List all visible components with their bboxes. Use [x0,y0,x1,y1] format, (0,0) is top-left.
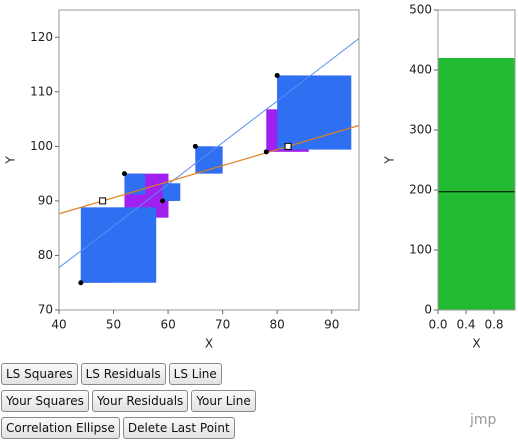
data-point [160,198,166,204]
button[interactable]: Your Residuals [91,390,189,412]
your-square [162,183,181,201]
button-row: Correlation Ellipse Delete Last Point [1,417,256,439]
data-point [78,280,84,286]
x-tick-label: 0.0 [428,318,447,332]
data-point [121,171,127,177]
y-axis-label: Y [4,156,18,165]
x-axis-label: X [472,337,480,351]
plot-frame [58,9,360,311]
data-point [192,143,198,149]
y-tick-label: 80 [38,248,53,262]
your-line [59,124,359,215]
button-row: LS Squares LS Residuals LS Line [1,363,256,385]
line-handle [284,142,292,150]
x-tick-label: 60 [160,318,175,332]
x-tick-label: 50 [106,318,121,332]
x-tick-label: 70 [215,318,230,332]
data-point [274,72,280,78]
watermark: jmp [470,412,497,428]
button-row: Your Squares Your Residuals Your Line [1,390,256,412]
plot-area [59,38,359,286]
y-tick-label: 500 [409,3,432,17]
x-tick-label: 90 [324,318,339,332]
bar [438,58,515,310]
y-tick-label: 100 [409,243,432,257]
y-tick-label: 200 [409,183,432,197]
y-axis-label: Y [383,156,397,165]
button[interactable]: Correlation Ellipse [1,417,120,439]
ls-line [59,38,359,269]
y-tick-label: 400 [409,63,432,77]
x-tick-label: 0.4 [456,318,475,332]
plot-frame [437,9,516,311]
y-tick-label: 0 [424,303,432,317]
y-tick-label: 120 [30,30,53,44]
button-panel: LS Squares LS Residuals LS Line Your Square… [1,363,256,444]
data-point [263,149,269,155]
button[interactable]: LS Residuals [80,363,166,385]
button[interactable]: Your Line [191,390,256,412]
y-tick-label: 100 [30,139,53,153]
button[interactable]: LS Squares [1,363,78,385]
x-tick-label: 40 [51,318,66,332]
y-tick-label: 70 [38,303,53,317]
button[interactable]: LS Line [168,363,222,385]
x-tick-label: 0.8 [484,318,503,332]
charts: 40 50 60 70 80 90 70 80 90 100 110 120 X Y 0.0 0.4 0.8 0 1… [4,3,516,351]
y-tick-label: 300 [409,123,432,137]
x-tick-label: 80 [270,318,285,332]
y-tick-label: 90 [38,193,53,207]
button[interactable]: Your Squares [1,390,89,412]
x-axis-label: X [205,337,213,351]
y-tick-label: 110 [30,84,53,98]
line-handle [99,197,107,205]
your-square [277,75,352,150]
button[interactable]: Delete Last Point [122,417,235,439]
your-square [80,207,157,283]
